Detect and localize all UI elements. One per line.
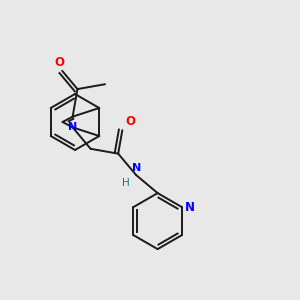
- Text: O: O: [54, 56, 64, 69]
- Text: O: O: [125, 115, 135, 128]
- Text: N: N: [68, 122, 77, 132]
- Text: N: N: [185, 201, 195, 214]
- Text: N: N: [132, 163, 141, 173]
- Text: H: H: [122, 178, 130, 188]
